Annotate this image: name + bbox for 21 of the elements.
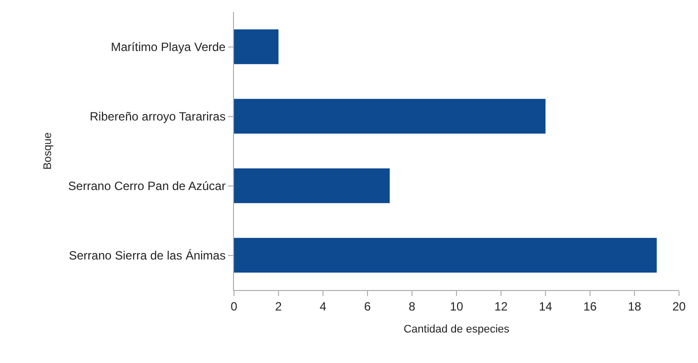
bar [234,168,390,204]
y-tick-label: Marítimo Playa Verde [110,40,226,54]
x-axis-title: Cantidad de especies [404,324,510,336]
y-tick-label: Ribereño arroyo Tarariras [90,109,226,124]
x-tick-label: 14 [538,299,552,314]
x-tick-label: 12 [494,299,508,314]
bar [234,29,278,64]
x-tick-label: 16 [583,299,597,314]
x-tick-label: 20 [672,299,686,314]
x-tick-label: 0 [230,299,238,314]
x-tick-label: 18 [628,299,642,314]
y-tick-label: Serrano Cerro Pan de Azúcar [68,178,226,193]
x-tick-label: 4 [320,299,327,314]
x-tick-label: 2 [275,299,282,314]
x-tick-label: 6 [364,299,372,314]
bar [234,238,657,273]
bar [234,98,546,134]
x-tick-label: 8 [408,299,416,314]
x-tick-label: 10 [450,299,464,314]
y-axis-title: Bosque [42,132,54,170]
y-tick-label: Serrano Sierra de las Ánimas [68,248,226,262]
